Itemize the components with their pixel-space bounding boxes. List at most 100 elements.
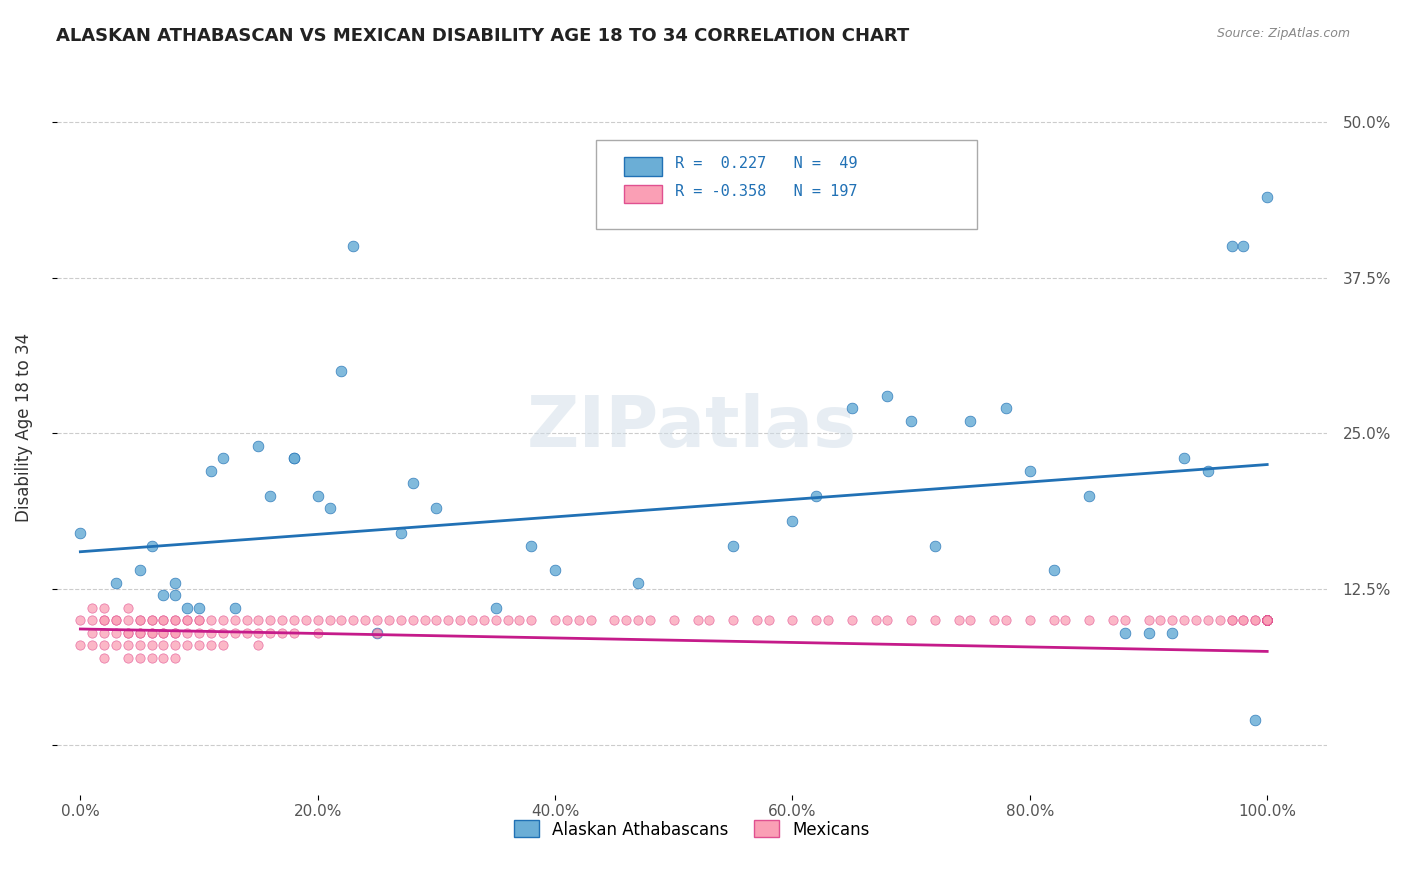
Point bbox=[1244, 613, 1267, 627]
Text: R =  0.227   N =  49: R = 0.227 N = 49 bbox=[675, 156, 858, 171]
Point bbox=[247, 625, 270, 640]
Point bbox=[579, 613, 602, 627]
Point bbox=[1161, 613, 1184, 627]
Point bbox=[1256, 613, 1278, 627]
Point bbox=[959, 414, 981, 428]
Point bbox=[983, 613, 1005, 627]
Point bbox=[283, 451, 305, 466]
Text: Source: ZipAtlas.com: Source: ZipAtlas.com bbox=[1216, 27, 1350, 40]
Point bbox=[93, 650, 115, 665]
Point bbox=[211, 638, 233, 652]
Point bbox=[520, 539, 543, 553]
Point bbox=[165, 625, 187, 640]
Point bbox=[1232, 239, 1254, 253]
Point bbox=[104, 613, 127, 627]
Y-axis label: Disability Age 18 to 34: Disability Age 18 to 34 bbox=[15, 333, 32, 522]
Point bbox=[1256, 613, 1278, 627]
Point bbox=[1256, 613, 1278, 627]
Point bbox=[235, 613, 257, 627]
Point bbox=[82, 600, 104, 615]
Point bbox=[1149, 613, 1171, 627]
Point bbox=[128, 625, 150, 640]
Point bbox=[402, 476, 425, 491]
Point bbox=[165, 613, 187, 627]
Point bbox=[69, 638, 91, 652]
Point bbox=[188, 613, 211, 627]
Point bbox=[283, 625, 305, 640]
Point bbox=[1256, 613, 1278, 627]
Point bbox=[283, 613, 305, 627]
Point bbox=[686, 613, 709, 627]
Point bbox=[1161, 625, 1184, 640]
Bar bbox=[624, 185, 662, 203]
Point bbox=[425, 613, 447, 627]
Point bbox=[141, 539, 163, 553]
Point bbox=[1256, 613, 1278, 627]
Point bbox=[1197, 464, 1219, 478]
Point bbox=[1256, 613, 1278, 627]
Point bbox=[662, 613, 685, 627]
Point bbox=[82, 625, 104, 640]
Point bbox=[1256, 613, 1278, 627]
Point bbox=[1256, 613, 1278, 627]
Point bbox=[461, 613, 484, 627]
Point bbox=[117, 600, 139, 615]
Point bbox=[342, 239, 364, 253]
Point bbox=[1114, 613, 1136, 627]
Point bbox=[259, 489, 281, 503]
Point bbox=[995, 401, 1018, 416]
Point bbox=[378, 613, 401, 627]
Point bbox=[82, 638, 104, 652]
Point bbox=[485, 600, 508, 615]
Point bbox=[1256, 613, 1278, 627]
Point bbox=[117, 625, 139, 640]
Point bbox=[1256, 613, 1278, 627]
Point bbox=[1137, 625, 1160, 640]
Point bbox=[603, 613, 626, 627]
Point bbox=[152, 650, 174, 665]
Point bbox=[1256, 613, 1278, 627]
Point bbox=[402, 613, 425, 627]
Point bbox=[520, 613, 543, 627]
Point bbox=[224, 600, 246, 615]
Point bbox=[152, 613, 174, 627]
Point bbox=[995, 613, 1018, 627]
Point bbox=[1256, 613, 1278, 627]
Point bbox=[437, 613, 460, 627]
Point bbox=[93, 638, 115, 652]
Point bbox=[1256, 613, 1278, 627]
Point bbox=[1256, 613, 1278, 627]
Point bbox=[496, 613, 519, 627]
Point bbox=[318, 613, 340, 627]
Point bbox=[307, 613, 329, 627]
Legend: Alaskan Athabascans, Mexicans: Alaskan Athabascans, Mexicans bbox=[508, 814, 876, 846]
Point bbox=[806, 613, 828, 627]
Point bbox=[128, 564, 150, 578]
Text: ALASKAN ATHABASCAN VS MEXICAN DISABILITY AGE 18 TO 34 CORRELATION CHART: ALASKAN ATHABASCAN VS MEXICAN DISABILITY… bbox=[56, 27, 910, 45]
Point bbox=[176, 613, 198, 627]
Point bbox=[211, 613, 233, 627]
Point bbox=[200, 464, 222, 478]
Point bbox=[1256, 613, 1278, 627]
Point bbox=[200, 613, 222, 627]
Point bbox=[568, 613, 591, 627]
Point bbox=[1114, 625, 1136, 640]
Point bbox=[900, 414, 922, 428]
Point bbox=[1185, 613, 1208, 627]
Point bbox=[1256, 613, 1278, 627]
Point bbox=[152, 588, 174, 602]
Point bbox=[1256, 613, 1278, 627]
Point bbox=[544, 613, 567, 627]
Point bbox=[508, 613, 530, 627]
Bar bbox=[624, 157, 662, 176]
Point bbox=[176, 625, 198, 640]
Point bbox=[1018, 613, 1040, 627]
Point bbox=[389, 526, 412, 541]
Point bbox=[449, 613, 471, 627]
Point bbox=[330, 613, 353, 627]
Point bbox=[128, 650, 150, 665]
Point bbox=[1256, 613, 1278, 627]
Point bbox=[758, 613, 780, 627]
Point bbox=[307, 625, 329, 640]
Point bbox=[1256, 613, 1278, 627]
